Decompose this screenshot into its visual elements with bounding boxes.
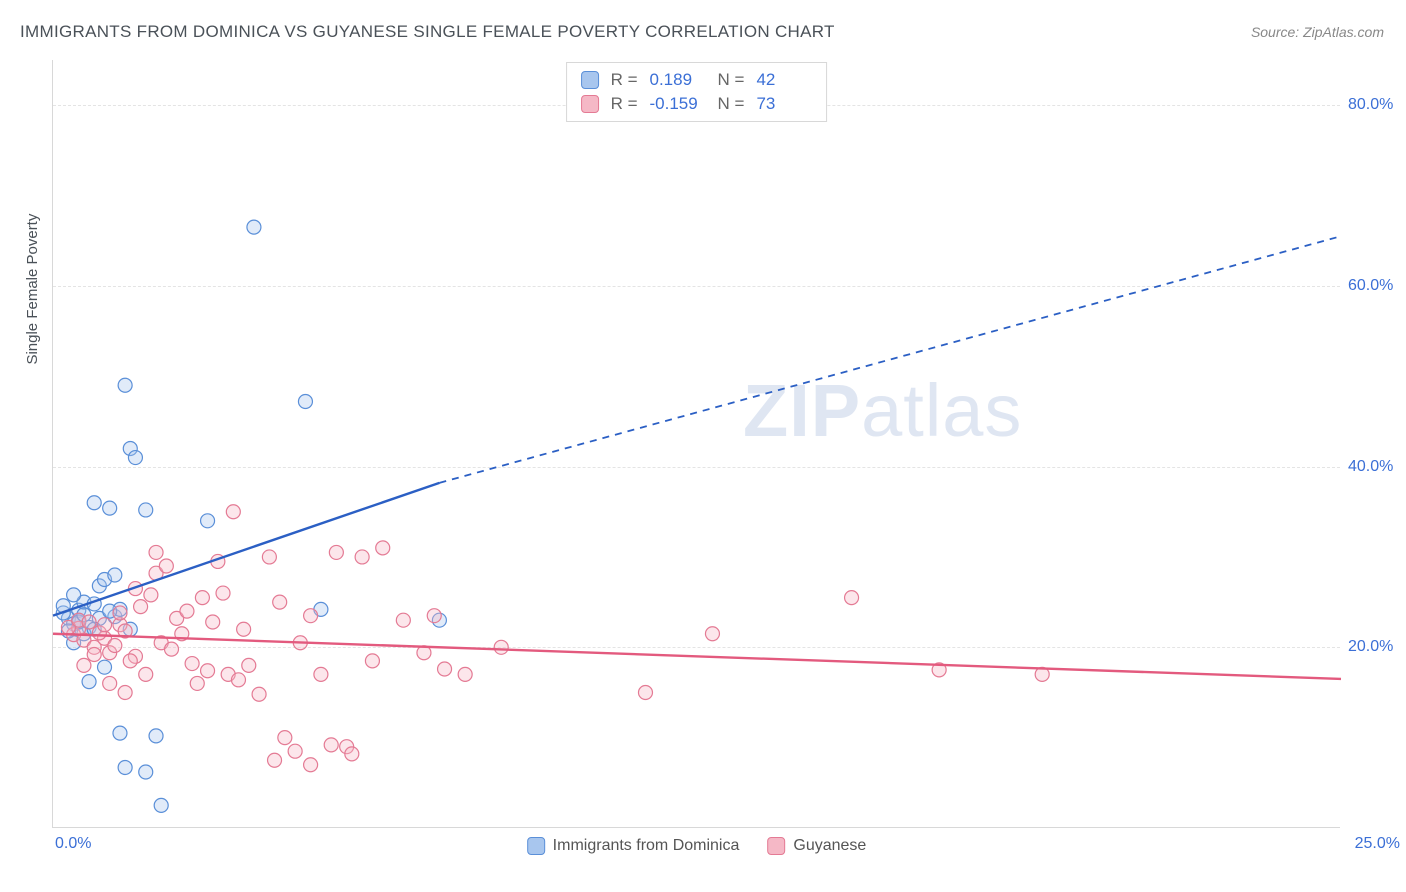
r-label: R =: [611, 92, 638, 116]
stats-legend: R = 0.189 N = 42 R = -0.159 N = 73: [566, 62, 828, 122]
data-point-guyanese: [268, 753, 282, 767]
regression-line-dash-dominica: [439, 236, 1341, 483]
n-value-guyanese: 73: [756, 92, 812, 116]
stats-row-guyanese: R = -0.159 N = 73: [581, 92, 813, 116]
data-point-guyanese: [180, 604, 194, 618]
data-point-guyanese: [252, 687, 266, 701]
legend-item-dominica: Immigrants from Dominica: [527, 837, 740, 855]
data-point-guyanese: [206, 615, 220, 629]
legend-item-guyanese: Guyanese: [767, 837, 866, 855]
n-value-dominica: 42: [756, 68, 812, 92]
data-point-guyanese: [98, 618, 112, 632]
data-point-dominica: [139, 765, 153, 779]
data-point-guyanese: [201, 664, 215, 678]
data-point-guyanese: [87, 648, 101, 662]
data-point-guyanese: [262, 550, 276, 564]
data-point-dominica: [103, 501, 117, 515]
swatch-guyanese: [581, 95, 599, 113]
data-point-dominica: [139, 503, 153, 517]
y-axis-label: Single Female Poverty: [24, 214, 41, 365]
data-point-guyanese: [134, 600, 148, 614]
data-point-guyanese: [195, 591, 209, 605]
data-point-dominica: [118, 760, 132, 774]
data-point-guyanese: [159, 559, 173, 573]
data-point-guyanese: [118, 685, 132, 699]
chart-title: IMMIGRANTS FROM DOMINICA VS GUYANESE SIN…: [20, 22, 835, 42]
y-tick-label: 80.0%: [1348, 96, 1406, 114]
legend-label-guyanese: Guyanese: [793, 837, 866, 855]
data-point-guyanese: [638, 685, 652, 699]
data-point-guyanese: [705, 627, 719, 641]
data-point-dominica: [118, 378, 132, 392]
data-point-guyanese: [494, 640, 508, 654]
r-value-dominica: 0.189: [650, 68, 706, 92]
data-point-dominica: [87, 496, 101, 510]
data-point-guyanese: [427, 609, 441, 623]
data-point-dominica: [98, 660, 112, 674]
bottom-legend: Immigrants from Dominica Guyanese: [527, 837, 867, 855]
data-point-dominica: [82, 675, 96, 689]
data-point-dominica: [298, 395, 312, 409]
data-point-guyanese: [376, 541, 390, 555]
data-point-guyanese: [304, 758, 318, 772]
x-tick-label: 25.0%: [1355, 835, 1400, 853]
data-point-guyanese: [77, 658, 91, 672]
data-point-guyanese: [355, 550, 369, 564]
data-point-guyanese: [273, 595, 287, 609]
data-point-guyanese: [345, 747, 359, 761]
source-label: Source: ZipAtlas.com: [1251, 24, 1384, 40]
data-point-dominica: [67, 588, 81, 602]
chart-area: ZIPatlas 20.0%40.0%60.0%80.0%0.0%25.0% R…: [52, 60, 1340, 828]
swatch-dominica: [581, 71, 599, 89]
swatch-guyanese: [767, 837, 785, 855]
y-tick-label: 40.0%: [1348, 458, 1406, 476]
n-label: N =: [718, 68, 745, 92]
x-tick-label: 0.0%: [55, 835, 91, 853]
data-point-guyanese: [329, 545, 343, 559]
data-point-guyanese: [185, 657, 199, 671]
data-point-guyanese: [113, 606, 127, 620]
data-point-guyanese: [324, 738, 338, 752]
data-point-guyanese: [226, 505, 240, 519]
data-point-dominica: [201, 514, 215, 528]
swatch-dominica: [527, 837, 545, 855]
data-point-guyanese: [438, 662, 452, 676]
plot-svg: [53, 60, 1340, 827]
data-point-guyanese: [314, 667, 328, 681]
legend-label-dominica: Immigrants from Dominica: [553, 837, 740, 855]
data-point-guyanese: [304, 609, 318, 623]
data-point-dominica: [154, 798, 168, 812]
stats-row-dominica: R = 0.189 N = 42: [581, 68, 813, 92]
r-value-guyanese: -0.159: [650, 92, 706, 116]
data-point-guyanese: [82, 615, 96, 629]
data-point-guyanese: [458, 667, 472, 681]
data-point-guyanese: [144, 588, 158, 602]
data-point-guyanese: [190, 676, 204, 690]
data-point-guyanese: [288, 744, 302, 758]
data-point-guyanese: [845, 591, 859, 605]
data-point-guyanese: [149, 545, 163, 559]
y-tick-label: 60.0%: [1348, 277, 1406, 295]
y-tick-label: 20.0%: [1348, 638, 1406, 656]
data-point-guyanese: [396, 613, 410, 627]
data-point-dominica: [113, 726, 127, 740]
data-point-guyanese: [123, 654, 137, 668]
data-point-guyanese: [237, 622, 251, 636]
data-point-guyanese: [231, 673, 245, 687]
data-point-guyanese: [103, 676, 117, 690]
data-point-guyanese: [278, 731, 292, 745]
data-point-dominica: [108, 568, 122, 582]
r-label: R =: [611, 68, 638, 92]
data-point-guyanese: [139, 667, 153, 681]
data-point-guyanese: [216, 586, 230, 600]
data-point-dominica: [128, 451, 142, 465]
data-point-guyanese: [242, 658, 256, 672]
data-point-dominica: [247, 220, 261, 234]
data-point-guyanese: [365, 654, 379, 668]
data-point-guyanese: [108, 638, 122, 652]
data-point-dominica: [149, 729, 163, 743]
data-point-guyanese: [164, 642, 178, 656]
n-label: N =: [718, 92, 745, 116]
